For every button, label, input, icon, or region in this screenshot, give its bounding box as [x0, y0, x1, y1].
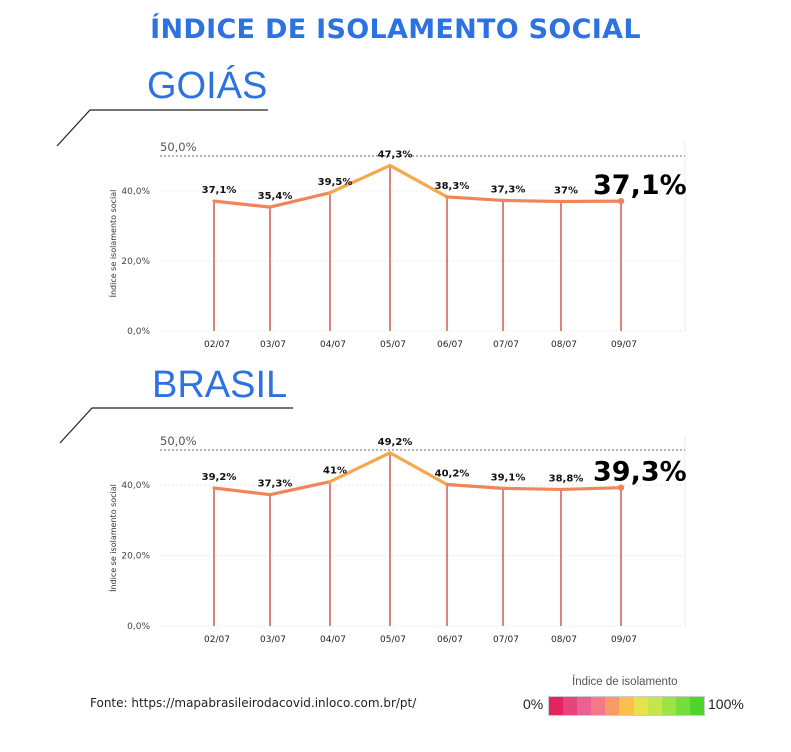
section-underline-goias	[56, 109, 268, 147]
legend-swatch	[689, 697, 705, 715]
x-tick-label: 03/07	[260, 340, 286, 350]
series-line-segment	[445, 482, 505, 490]
x-tick-label: 06/07	[437, 635, 463, 645]
legend-swatch	[675, 697, 690, 715]
data-label: 38,8%	[549, 473, 584, 484]
data-label: 41%	[323, 466, 347, 477]
source-text[interactable]: Fonte: https://mapabrasileirodacovid.inl…	[90, 696, 417, 710]
data-label: 39,5%	[318, 177, 353, 188]
data-label: 38,3%	[435, 181, 470, 192]
section-title-brasil: BRASIL	[152, 364, 288, 406]
data-label: 37%	[554, 186, 578, 197]
data-label: 49,2%	[378, 437, 413, 448]
data-label-current: 37,1%	[593, 170, 687, 201]
x-tick-label: 07/07	[493, 635, 519, 645]
legend-swatch	[577, 697, 592, 715]
data-label: 40,2%	[435, 468, 470, 479]
series-line-segment	[388, 163, 449, 199]
data-label: 47,3%	[378, 149, 413, 160]
x-tick-label: 02/07	[204, 340, 230, 350]
series-line-segment	[328, 451, 392, 484]
data-label: 37,3%	[491, 184, 526, 195]
legend-color-scale	[548, 696, 705, 716]
legend-title: Índice de isolamento	[572, 676, 678, 688]
y-tick-label: 20,0%	[121, 257, 150, 267]
section-title-goias: GOIÁS	[147, 65, 268, 107]
series-line-segment	[388, 451, 449, 487]
series-line-segment	[328, 163, 392, 195]
legend-max-label: 100%	[708, 696, 744, 712]
x-tick-label: 06/07	[437, 340, 463, 350]
x-tick-label: 04/07	[320, 340, 346, 350]
series-line-segment	[212, 199, 272, 209]
series-line-segment	[501, 198, 563, 204]
legend-swatch	[647, 697, 662, 715]
series-line-segment	[212, 486, 272, 497]
x-tick-label: 05/07	[380, 635, 406, 645]
page-title: ÍNDICE DE ISOLAMENTO SOCIAL	[150, 14, 641, 45]
series-line-segment	[445, 195, 505, 203]
legend-swatch	[605, 697, 620, 715]
y-axis-label: Índice se isolamento social	[107, 190, 118, 298]
data-label: 37,3%	[258, 479, 293, 490]
x-tick-label: 05/07	[380, 340, 406, 350]
x-tick-label: 04/07	[320, 635, 346, 645]
legend-min-label: 0%	[523, 696, 544, 712]
x-tick-label: 07/07	[493, 340, 519, 350]
reference-line-label: 50,0%	[160, 434, 197, 448]
x-tick-label: 09/07	[611, 635, 637, 645]
data-label: 39,2%	[202, 472, 237, 483]
legend-swatch	[661, 697, 676, 715]
series-line-segment	[559, 486, 623, 492]
data-label: 37,1%	[202, 185, 237, 196]
series-line-segment	[268, 480, 332, 497]
y-tick-label: 40,0%	[121, 187, 150, 197]
series-point	[617, 484, 625, 491]
section-underline-brasil	[59, 407, 293, 444]
reference-line-label: 50,0%	[160, 140, 197, 154]
x-tick-label: 02/07	[204, 635, 230, 645]
x-tick-label: 08/07	[551, 635, 577, 645]
data-label: 35,4%	[258, 191, 293, 202]
y-tick-label: 40,0%	[121, 481, 150, 491]
legend-swatch	[633, 697, 648, 715]
legend-swatch	[549, 697, 564, 715]
y-tick-label: 0,0%	[127, 327, 150, 337]
legend-swatch	[591, 697, 606, 715]
x-tick-label: 03/07	[260, 635, 286, 645]
x-tick-label: 08/07	[551, 340, 577, 350]
y-tick-label: 0,0%	[127, 622, 150, 632]
data-label: 39,1%	[491, 472, 526, 483]
series-point	[617, 197, 625, 205]
y-tick-label: 20,0%	[121, 552, 150, 562]
y-axis-label: Índice se isolamento social	[107, 484, 118, 592]
x-tick-label: 09/07	[611, 340, 637, 350]
legend-swatch	[563, 697, 578, 715]
series-line-segment	[501, 486, 563, 492]
legend-swatch	[619, 697, 634, 715]
series-line-segment	[268, 191, 332, 209]
data-label-current: 39,3%	[593, 457, 687, 488]
